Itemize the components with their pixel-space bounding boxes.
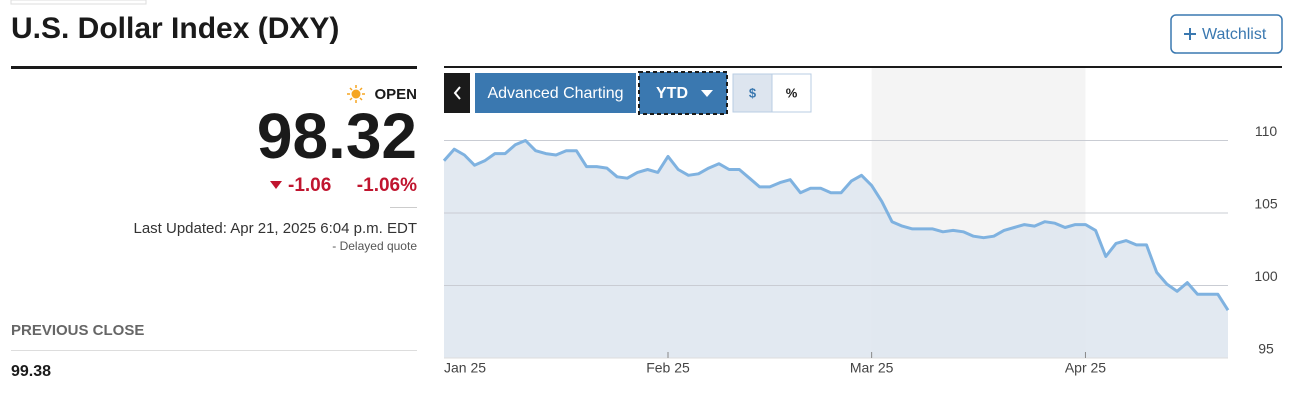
- price: 98.32: [257, 100, 417, 172]
- last-updated: Last Updated: Apr 21, 2025 6:04 p.m. EDT: [133, 220, 417, 237]
- watchlist-button[interactable]: Watchlist: [1170, 14, 1283, 54]
- y-tick-label: 100: [1254, 268, 1278, 284]
- advanced-button[interactable]: [475, 73, 636, 113]
- divider: [11, 350, 417, 351]
- dollar-button[interactable]: [732, 73, 773, 113]
- x-tick-label: Jan 25: [444, 360, 486, 376]
- sun-icon: [347, 85, 365, 103]
- divider: [390, 207, 417, 208]
- dollar-label[interactable]: $: [749, 85, 757, 100]
- range-label[interactable]: YTD: [656, 85, 688, 102]
- area: [444, 140, 1228, 358]
- dropdown-arrow: [701, 90, 713, 97]
- x-tick-label: Apr 25: [1065, 360, 1106, 376]
- delayed-note: - Delayed quote: [332, 239, 417, 253]
- page-title: U.S. Dollar Index (DXY): [11, 12, 339, 45]
- prev-close-value: 99.38: [11, 363, 51, 380]
- x-tick-label: Feb 25: [646, 360, 690, 376]
- plus-icon: [1184, 28, 1196, 40]
- change: -1.06: [288, 175, 331, 196]
- range-select[interactable]: [638, 71, 728, 115]
- line: [442, 139, 1230, 312]
- back-box[interactable]: [444, 73, 470, 113]
- y-tick-label: 110: [1255, 123, 1278, 139]
- prev-close-label: PREVIOUS CLOSE: [11, 322, 144, 339]
- market-status: OPEN: [374, 86, 417, 103]
- chevron: [453, 86, 461, 100]
- advanced-label[interactable]: Advanced Charting: [487, 85, 623, 102]
- back-button[interactable]: [444, 73, 470, 113]
- down-arrow: [270, 181, 282, 189]
- watchlist-label[interactable]: Watchlist: [1202, 26, 1267, 43]
- percent-label[interactable]: %: [786, 85, 798, 100]
- x-tick-label: Mar 25: [850, 360, 894, 376]
- y-tick-label: 105: [1254, 196, 1278, 212]
- change-percent: -1.06%: [357, 175, 417, 196]
- y-tick-label: 95: [1258, 341, 1274, 357]
- chart: 95 100 105 110 Jan 25 Feb 25 Mar 25 Apr 25: [442, 68, 1278, 376]
- watchlist-box[interactable]: [1170, 14, 1283, 54]
- left-rule: [11, 66, 417, 69]
- chart-rule: [444, 66, 1282, 68]
- percent-button[interactable]: [771, 73, 812, 113]
- top-tab: [10, 0, 147, 5]
